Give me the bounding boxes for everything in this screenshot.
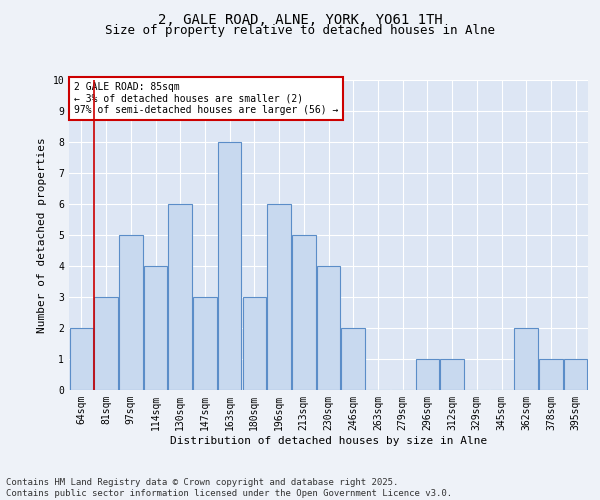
Bar [268, 204, 291, 390]
Bar [119, 235, 143, 390]
Bar [440, 359, 464, 390]
Bar [539, 359, 563, 390]
Bar [317, 266, 340, 390]
Bar [292, 235, 316, 390]
Bar [193, 297, 217, 390]
Text: 2 GALE ROAD: 85sqm
← 3% of detached houses are smaller (2)
97% of semi-detached : 2 GALE ROAD: 85sqm ← 3% of detached hous… [74, 82, 338, 115]
Bar [514, 328, 538, 390]
Bar [169, 204, 192, 390]
Bar [416, 359, 439, 390]
X-axis label: Distribution of detached houses by size in Alne: Distribution of detached houses by size … [170, 436, 487, 446]
Bar [218, 142, 241, 390]
Bar [144, 266, 167, 390]
Text: Size of property relative to detached houses in Alne: Size of property relative to detached ho… [105, 24, 495, 37]
Bar [242, 297, 266, 390]
Y-axis label: Number of detached properties: Number of detached properties [37, 137, 47, 333]
Bar [70, 328, 93, 390]
Text: 2, GALE ROAD, ALNE, YORK, YO61 1TH: 2, GALE ROAD, ALNE, YORK, YO61 1TH [158, 12, 442, 26]
Bar [341, 328, 365, 390]
Bar [94, 297, 118, 390]
Text: Contains HM Land Registry data © Crown copyright and database right 2025.
Contai: Contains HM Land Registry data © Crown c… [6, 478, 452, 498]
Bar [564, 359, 587, 390]
